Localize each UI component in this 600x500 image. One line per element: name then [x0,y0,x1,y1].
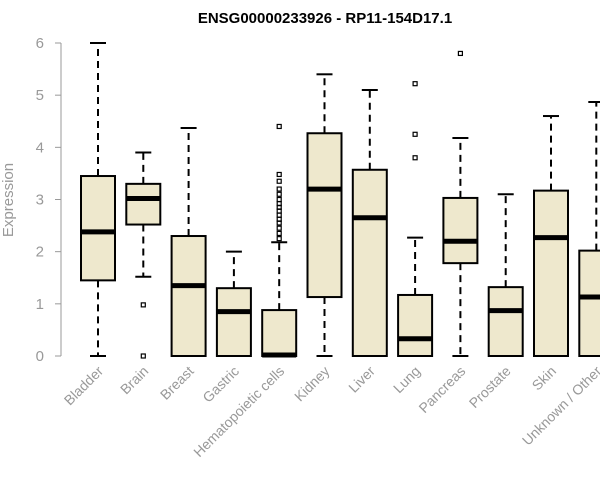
outlier-point [457,50,463,57]
iqr-box [533,189,569,357]
outlier-point [276,178,282,184]
iqr-box [397,293,434,357]
x-tick-label: Skin [529,363,560,394]
box-gastric [215,250,252,357]
boxes-group [80,42,600,359]
outlier-point [276,236,282,242]
y-tick-label: 5 [36,87,44,104]
outlier-point [412,155,418,161]
box-unknown-other [578,100,600,357]
box-hematopoietic-cells [261,123,298,358]
box-breast [170,127,207,357]
x-tick-label: Liver [345,363,378,396]
iqr-box [170,235,207,357]
iqr-box [306,132,343,299]
x-tick-label: Brain [117,363,151,397]
iqr-box [351,168,388,357]
iqr-box [80,175,116,282]
x-tick-label: Unknown / Other [519,363,600,449]
box-bladder [80,42,116,357]
y-tick-label: 4 [36,139,44,156]
y-axis: 0 1 2 3 4 5 6 [36,35,62,365]
iqr-box [125,182,162,226]
outlier-point [276,212,282,218]
outlier-point [276,225,282,231]
x-tick-label: Gastric [199,363,242,406]
outlier-point [276,186,282,192]
box-skin [533,115,569,357]
x-tick-label: Pancreas [415,363,468,416]
y-tick-label: 1 [36,296,44,313]
x-tick-label: Lung [390,363,423,396]
x-tick-label: Bladder [61,363,107,409]
y-tick-label: 6 [36,35,44,52]
outlier-point [276,191,282,197]
outlier-point [276,171,282,178]
iqr-box [487,286,524,358]
y-tick-label: 3 [36,192,44,209]
y-tick-label: 0 [36,348,44,365]
chart-title: ENSG00000233926 - RP11-154D17.1 [198,10,452,27]
y-axis-label: Expression [0,163,17,237]
y-tick-label: 2 [36,244,44,261]
x-tick-label: Breast [157,363,197,403]
outlier-point [412,131,418,137]
x-tick-label: Prostate [466,363,514,411]
outlier-point [140,353,146,359]
outlier-point [276,196,282,203]
outlier-point [276,230,282,237]
box-liver [351,88,388,357]
box-lung [397,81,434,357]
box-brain [125,151,162,359]
box-kidney [306,73,343,357]
iqr-box [261,309,298,357]
iqr-box [442,196,479,265]
outlier-point [276,123,282,130]
iqr-box [578,249,600,357]
box-prostate [487,193,524,358]
outlier-point [140,302,146,308]
box-pancreas [442,50,479,357]
outlier-point [412,81,418,87]
iqr-box [215,287,252,357]
x-tick-label: Kidney [291,363,333,405]
